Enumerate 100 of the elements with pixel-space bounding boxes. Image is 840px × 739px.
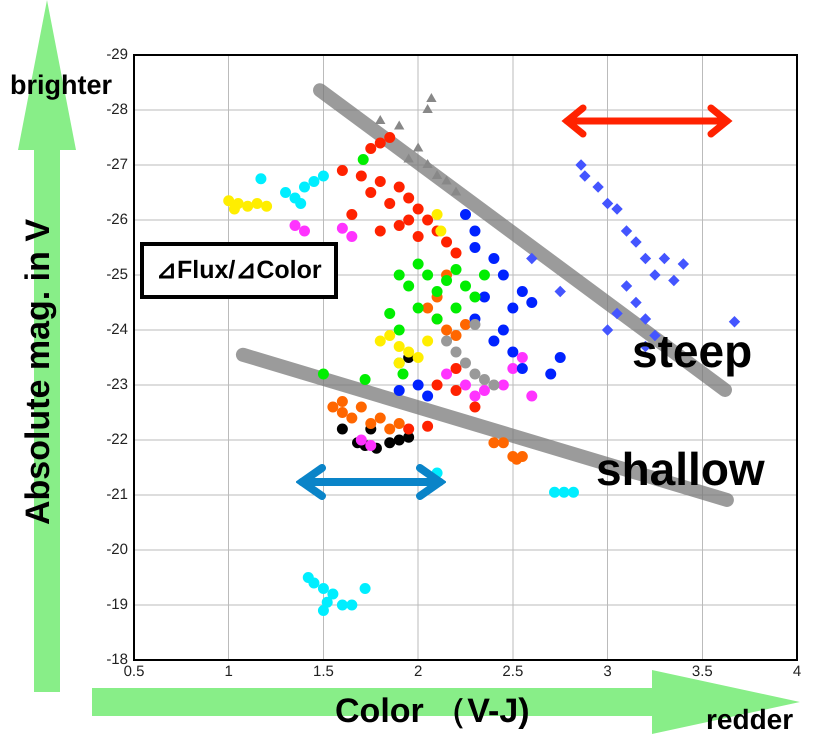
point	[375, 116, 386, 124]
y-tick-label: -24	[106, 321, 128, 338]
point	[318, 170, 329, 182]
x-tick-label: 3	[603, 663, 612, 680]
point	[356, 402, 367, 412]
point	[435, 226, 446, 236]
point	[412, 302, 424, 314]
point	[365, 143, 376, 154]
point	[554, 352, 566, 363]
point	[394, 324, 405, 336]
point	[403, 424, 414, 434]
point	[469, 242, 480, 253]
point	[568, 486, 579, 498]
point	[649, 270, 660, 280]
point	[432, 380, 443, 390]
point	[612, 308, 623, 319]
point	[403, 192, 414, 204]
point	[441, 275, 452, 286]
point	[384, 132, 396, 143]
y-tick-label: -22	[106, 431, 128, 448]
point	[507, 302, 518, 314]
point	[374, 336, 386, 346]
point	[384, 437, 396, 448]
y-axis-title: Absolute mag. in V	[19, 218, 57, 526]
point	[384, 330, 396, 341]
point	[360, 583, 371, 594]
point	[488, 380, 500, 390]
point	[460, 358, 471, 368]
point	[412, 231, 424, 242]
point	[422, 214, 434, 226]
point	[678, 258, 689, 270]
point	[450, 248, 462, 258]
point	[488, 437, 500, 448]
point	[403, 214, 414, 226]
point	[469, 292, 480, 302]
point	[318, 368, 329, 380]
point	[498, 380, 509, 390]
point	[432, 286, 443, 297]
point	[255, 173, 266, 184]
point	[308, 578, 320, 588]
point	[545, 368, 556, 380]
point	[412, 204, 424, 214]
x-tick-label: 4	[792, 663, 802, 680]
text: redder	[706, 704, 794, 735]
point	[336, 407, 348, 418]
point	[374, 412, 386, 424]
point	[412, 380, 424, 390]
point	[327, 588, 338, 600]
point	[668, 275, 680, 286]
point	[450, 330, 462, 341]
point	[374, 138, 386, 148]
point	[404, 154, 414, 162]
point	[228, 204, 240, 214]
point	[498, 270, 509, 280]
point	[336, 600, 348, 610]
point	[298, 226, 310, 236]
point	[507, 346, 518, 358]
x-tick-label: 1.5	[313, 663, 334, 680]
point	[498, 437, 509, 448]
point	[308, 176, 320, 187]
point	[460, 209, 471, 220]
point	[394, 220, 405, 231]
point	[403, 346, 414, 358]
point	[450, 346, 462, 358]
point	[426, 94, 436, 102]
point	[558, 486, 570, 498]
point	[346, 412, 358, 424]
x-tick-label: 2	[414, 663, 422, 680]
point	[358, 154, 369, 165]
point	[621, 280, 632, 292]
point	[295, 198, 306, 209]
point	[450, 302, 462, 314]
point	[579, 170, 590, 182]
annotation: ⊿Flux/⊿Color	[140, 242, 338, 299]
point	[432, 170, 442, 179]
point	[460, 319, 471, 330]
point	[360, 374, 371, 385]
point	[394, 270, 405, 280]
x-tick-label: 2.5	[502, 663, 524, 680]
point	[602, 324, 614, 336]
point	[516, 286, 528, 297]
point	[602, 198, 614, 209]
x-axis-title: Color （V-J)	[335, 692, 530, 730]
point	[728, 316, 740, 328]
point	[478, 385, 490, 396]
point	[442, 176, 452, 184]
point	[336, 396, 348, 407]
point	[384, 198, 396, 209]
point	[252, 198, 263, 209]
point	[242, 200, 254, 212]
point	[478, 374, 490, 385]
point	[336, 222, 348, 234]
y-tick-label: -19	[106, 596, 128, 614]
point	[640, 253, 651, 264]
point	[498, 324, 509, 336]
point	[412, 258, 424, 270]
point	[526, 253, 538, 264]
point	[478, 270, 490, 280]
point	[488, 336, 500, 346]
point	[298, 182, 310, 192]
